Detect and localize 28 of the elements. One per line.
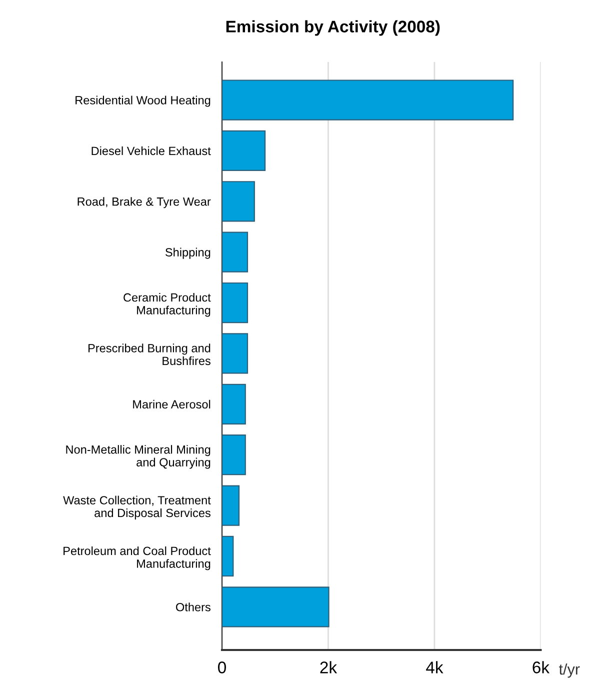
bar	[222, 80, 514, 120]
bar	[222, 434, 246, 476]
bar	[222, 232, 248, 272]
y-tick-label: Diesel Vehicle Exhaust	[92, 146, 211, 156]
x-tick-label: 2k	[320, 661, 338, 674]
y-tick-label: Road, Brake & Tyre Wear	[78, 197, 211, 208]
x-tick-label: 0	[218, 662, 226, 674]
bar	[222, 586, 330, 628]
y-tick-label: Shipping	[165, 248, 210, 259]
y-tick-label: Waste Collection, Treatment and Disposal Services	[63, 496, 211, 520]
bar	[222, 536, 234, 577]
x-tick-label: 6k	[532, 661, 550, 674]
bar	[222, 282, 248, 324]
bar	[222, 130, 266, 172]
y-tick-label: Non-Metallic Mineral Mining and Quarrying	[66, 445, 210, 469]
x-tick-label: 4k	[426, 661, 444, 674]
y-tick-label: Residential Wood Heating	[76, 96, 210, 107]
y-tick-label: Marine Aerosol	[133, 400, 210, 409]
y-tick-label: Prescribed Burning and Bushfires	[88, 344, 210, 366]
y-tick-label: Petroleum and Coal Product Manufacturing	[64, 546, 211, 570]
bar	[222, 333, 248, 374]
bar	[222, 181, 255, 222]
bar	[222, 485, 240, 526]
chart-title: Emission by Activity (2008)	[226, 20, 440, 36]
bar	[222, 384, 246, 424]
y-tick-label: Ceramic Product Manufacturing	[124, 292, 211, 317]
x-axis-title: t/yr	[559, 663, 580, 678]
y-tick-label: Others	[176, 602, 210, 612]
